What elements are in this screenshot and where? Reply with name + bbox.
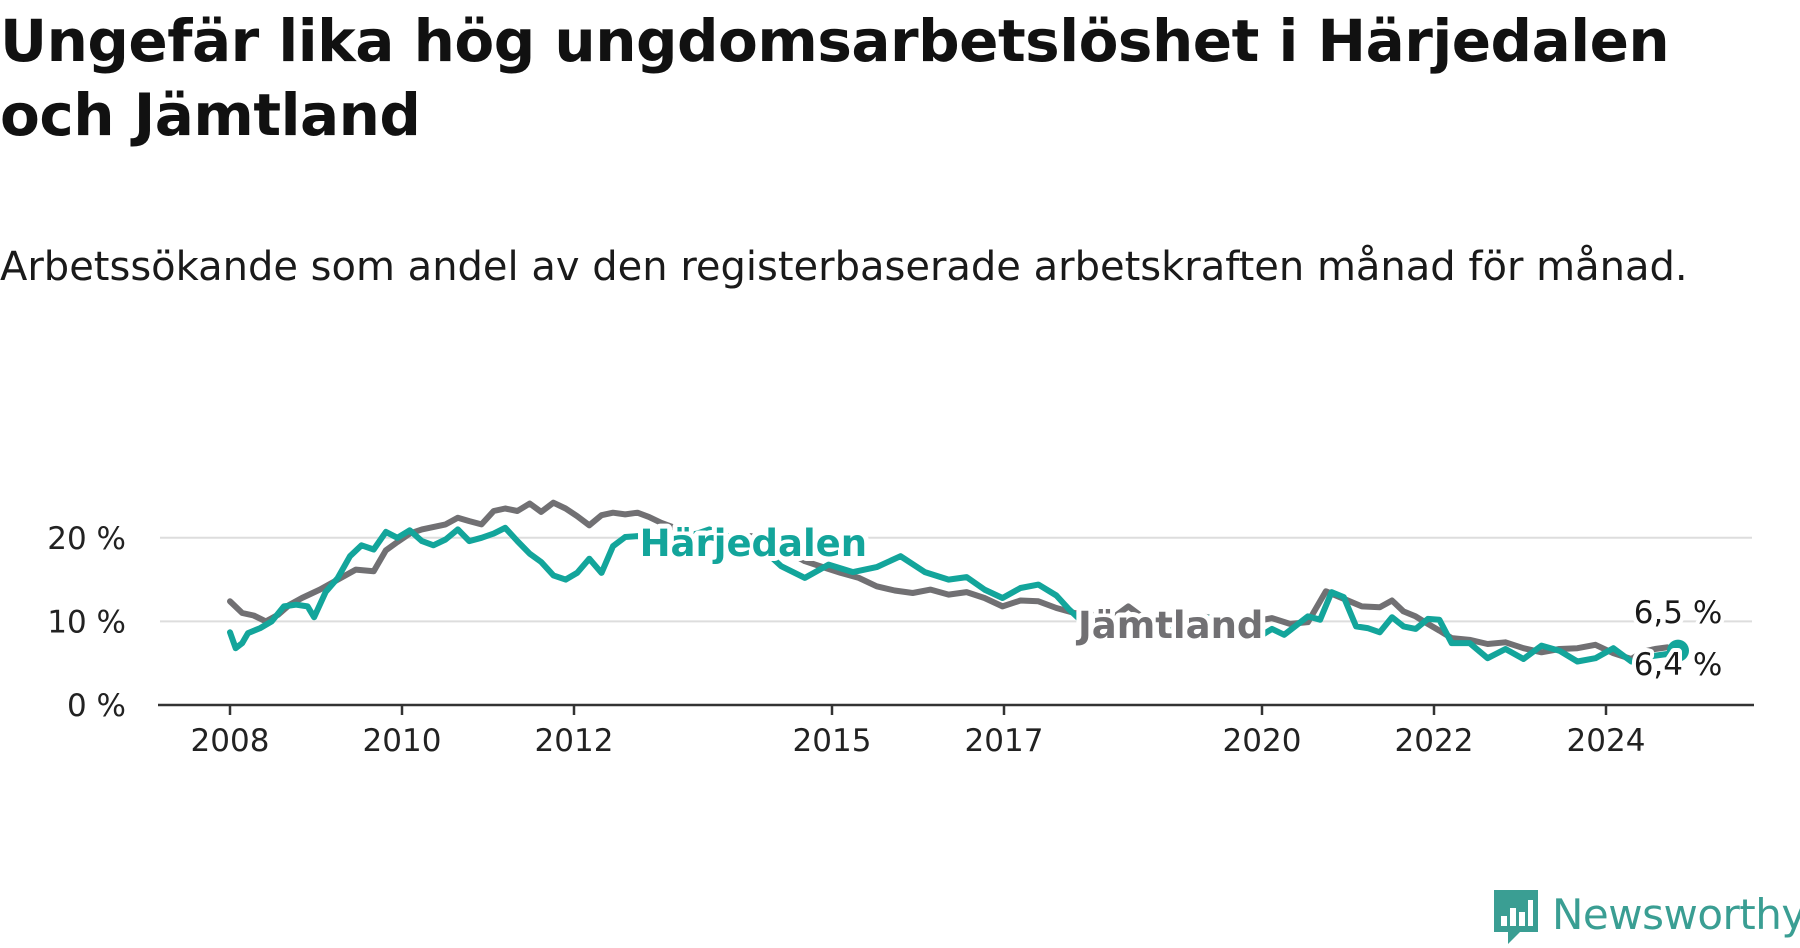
- y-tick-label: 10 %: [47, 604, 126, 640]
- line-chart: 2008 2010 2012 2015 2017 2020 2022 2024 0 % 10 %…: [47, 499, 1754, 759]
- x-tick-label: 2015: [793, 723, 872, 759]
- y-tick-label: 0 %: [67, 688, 126, 724]
- series-lines: [227, 499, 1689, 665]
- x-tick-label: 2022: [1395, 723, 1474, 759]
- newsworthy-chart-icon: [1494, 890, 1538, 944]
- series-line-h-rjedalen: [227, 524, 1681, 665]
- value-label: 6,4 %: [1634, 647, 1723, 683]
- x-tick-label: 2020: [1223, 723, 1302, 759]
- x-tick-label: 2017: [965, 723, 1044, 759]
- x-tick-label: 2008: [191, 723, 270, 759]
- series-labels: Härjedalen Jämtland 6,5 % 6,4 %: [635, 517, 1727, 687]
- value-label: 6,5 %: [1634, 595, 1723, 631]
- chart-subtitle: Arbetssökande som andel av den registerb…: [0, 244, 1688, 290]
- x-tick-label: 2010: [363, 723, 442, 759]
- y-axis: 0 % 10 % 20 %: [47, 521, 126, 724]
- series-label: Jämtland: [1075, 604, 1263, 647]
- y-tick-label: 20 %: [47, 521, 126, 557]
- end-point-marker: [1667, 639, 1689, 662]
- x-tick-label: 2024: [1567, 723, 1646, 759]
- x-axis: 2008 2010 2012 2015 2017 2020 2022 2024: [158, 703, 1754, 759]
- x-tick-label: 2012: [535, 723, 614, 759]
- series-label: Härjedalen: [640, 522, 868, 565]
- chart-title: Ungefär lika hög ungdomsarbetslöshet i H…: [0, 7, 1670, 149]
- brand-logo[interactable]: Newsworthy: [1492, 888, 1800, 948]
- brand-name: Newsworthy: [1552, 890, 1800, 939]
- grid-lines: [160, 536, 1752, 623]
- series-line-j-mtland: [227, 499, 1681, 662]
